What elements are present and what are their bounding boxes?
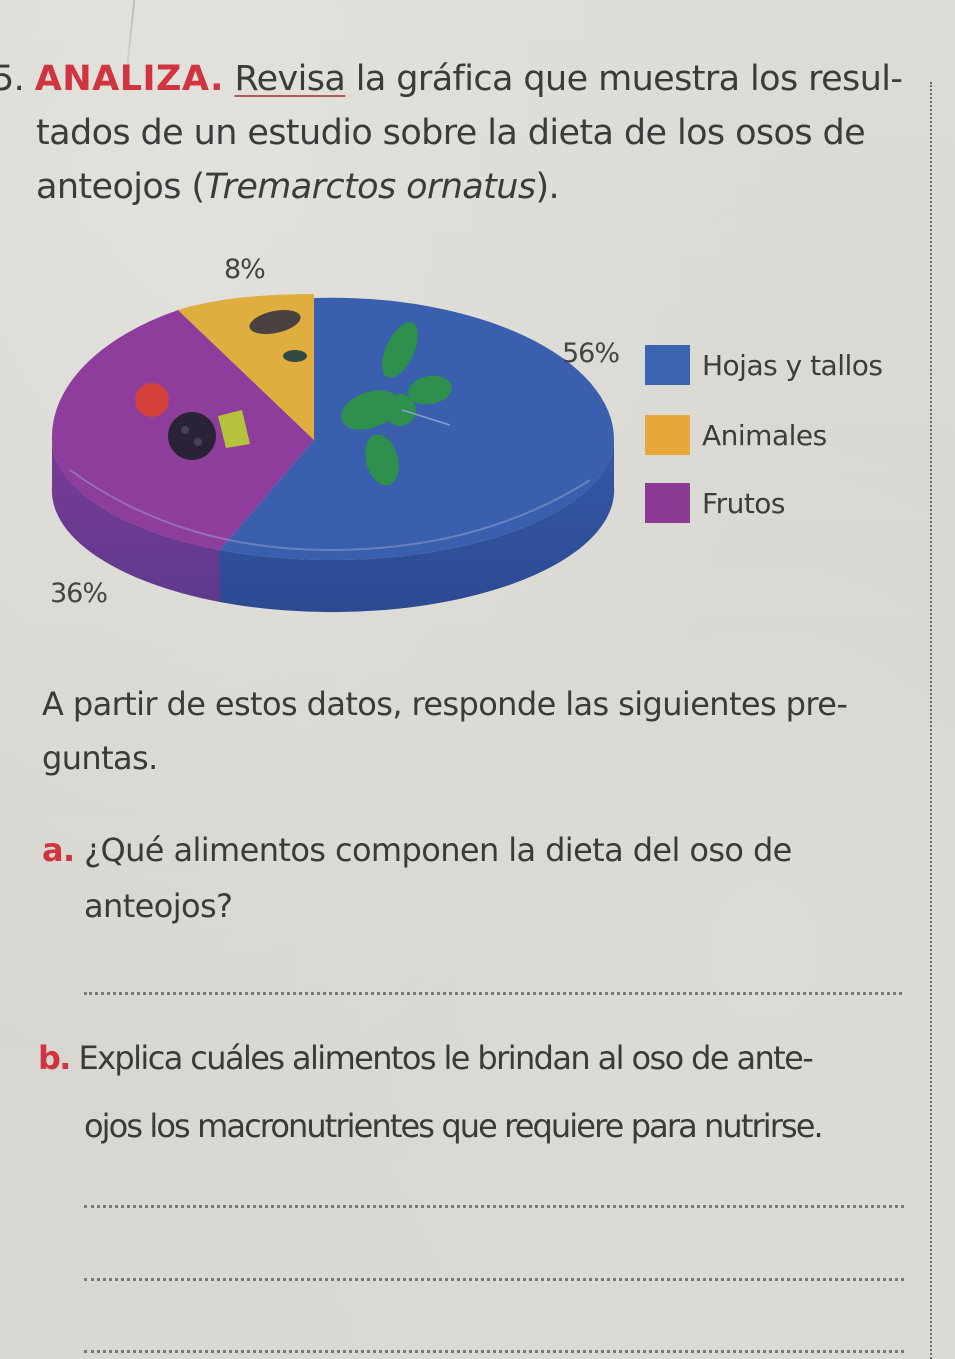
legend-swatch-yellow [645,415,690,455]
prompt-line-3-pre: anteojos ( [36,167,205,207]
answer-line-a-1[interactable] [84,992,902,995]
question-prompt: 5. ANALIZA. Revisa la gráfica que muestr… [0,52,912,214]
intro-line-2: guntas. [42,739,158,777]
legend-swatch-purple [645,483,690,523]
legend-label: Animales [702,419,827,452]
item-b-text-1: Explica cuáles alimentos le brindan al o… [78,1039,813,1077]
legend-label: Hojas y tallos [702,349,883,382]
item-a-text-1: ¿Qué alimentos componen la dieta del oso… [84,831,792,869]
question-number: 5. [0,59,25,99]
label-frutos-pct: 36% [50,578,108,609]
margin-dotted-line [930,82,932,1359]
answer-line-b-1[interactable] [84,1205,904,1208]
item-a-line-1: a. ¿Qué alimentos componen la dieta del … [42,822,792,878]
item-b-line-1: b. Explica cuáles alimentos le brindan a… [38,1030,814,1086]
item-b-line-2: ojos los macronutrientes que requiere pa… [84,1107,824,1145]
pie-chart-graphic [51,294,615,613]
answer-line-b-3[interactable] [84,1350,904,1353]
diet-pie-chart: 8% 56% 36% [30,250,910,630]
prompt-line-1: la gráfica que muestra los resul- [345,59,903,99]
question-keyword: ANALIZA. [34,59,224,99]
berries-icon [135,383,169,417]
item-b-letter: b. [38,1039,71,1077]
species-name: Tremarctos ornatus [204,167,536,207]
prompt-line-3-post: ). [535,167,560,207]
underlined-word: Revisa [234,59,346,99]
slice-hojas-y-tallos [220,297,615,561]
insect-icon [249,309,301,335]
item-a-letter: a. [42,831,75,869]
legend-label: Frutos [702,487,786,520]
label-animales-pct: 8% [224,254,266,285]
intro-line-1: A partir de estos datos, responde las si… [42,685,848,723]
item-a-line-2: anteojos? [84,887,233,925]
leaf-icon [341,322,452,486]
legend-swatch-blue [645,345,690,385]
label-hojas-pct: 56% [562,338,620,369]
prompt-line-2: tados de un estudio sobre la dieta de lo… [36,113,866,153]
answer-line-b-2[interactable] [84,1278,904,1281]
